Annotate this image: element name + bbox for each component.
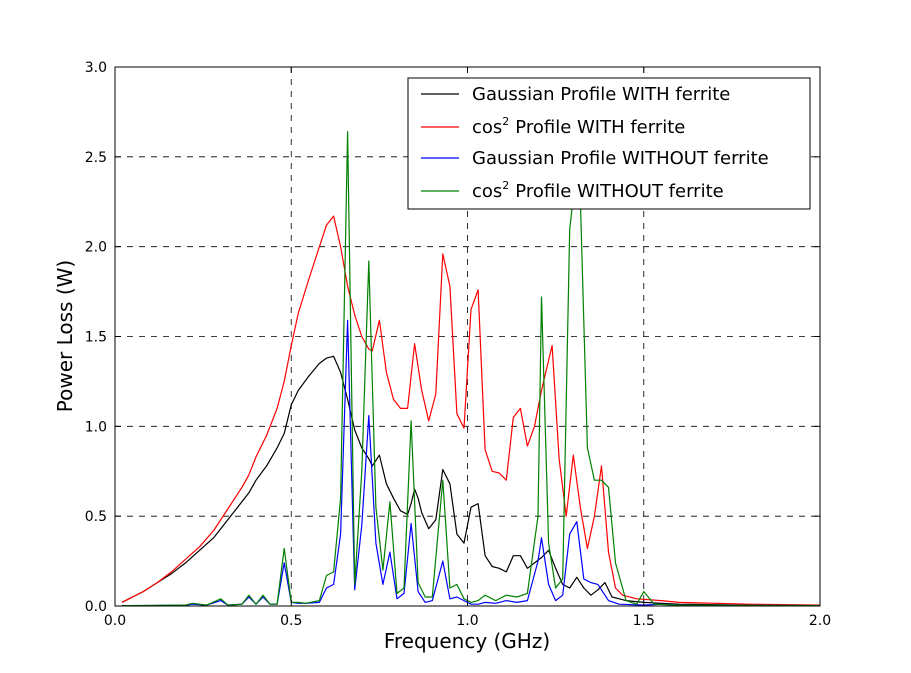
series-line-2 — [121, 215, 821, 606]
y-tick-label: 0.5 — [85, 509, 107, 525]
series-line-4 — [121, 131, 821, 607]
x-tick-label: 0.0 — [104, 613, 126, 629]
y-axis-label: Power Loss (W) — [53, 260, 77, 412]
x-tick-label: 0.5 — [280, 613, 302, 629]
series-line-1 — [121, 355, 821, 607]
y-tick-label: 2.0 — [85, 240, 107, 256]
legend-label-2: cos2 Profile WITH ferrite — [472, 115, 685, 138]
axis-ticks: 0.0 0.5 1.0 1.5 2.0 0.0 0.5 1.0 1.5 2.0 2.5 3.0 — [85, 60, 831, 629]
legend: Gaussian Profile WITH ferrite cos2 Profile… — [407, 77, 811, 210]
legend-label-4: cos2 Profile WITHOUT ferrite — [472, 179, 724, 202]
series-line-3 — [121, 319, 821, 607]
x-axis-label: Frequency (GHz) — [384, 629, 550, 653]
legend-label-3: Gaussian Profile WITHOUT ferrite — [472, 148, 769, 169]
x-tick-label: 1.0 — [456, 613, 478, 629]
y-tick-label: 1.5 — [85, 330, 107, 346]
x-tick-label: 1.5 — [633, 613, 655, 629]
legend-box — [407, 77, 811, 210]
legend-label-1: Gaussian Profile WITH ferrite — [472, 84, 730, 105]
y-tick-label: 0.0 — [85, 599, 107, 615]
y-tick-label: 1.0 — [85, 419, 107, 435]
y-tick-label: 3.0 — [85, 60, 107, 76]
series-lines — [121, 131, 821, 607]
x-tick-label: 2.0 — [809, 613, 831, 629]
y-tick-label: 2.5 — [85, 150, 107, 166]
